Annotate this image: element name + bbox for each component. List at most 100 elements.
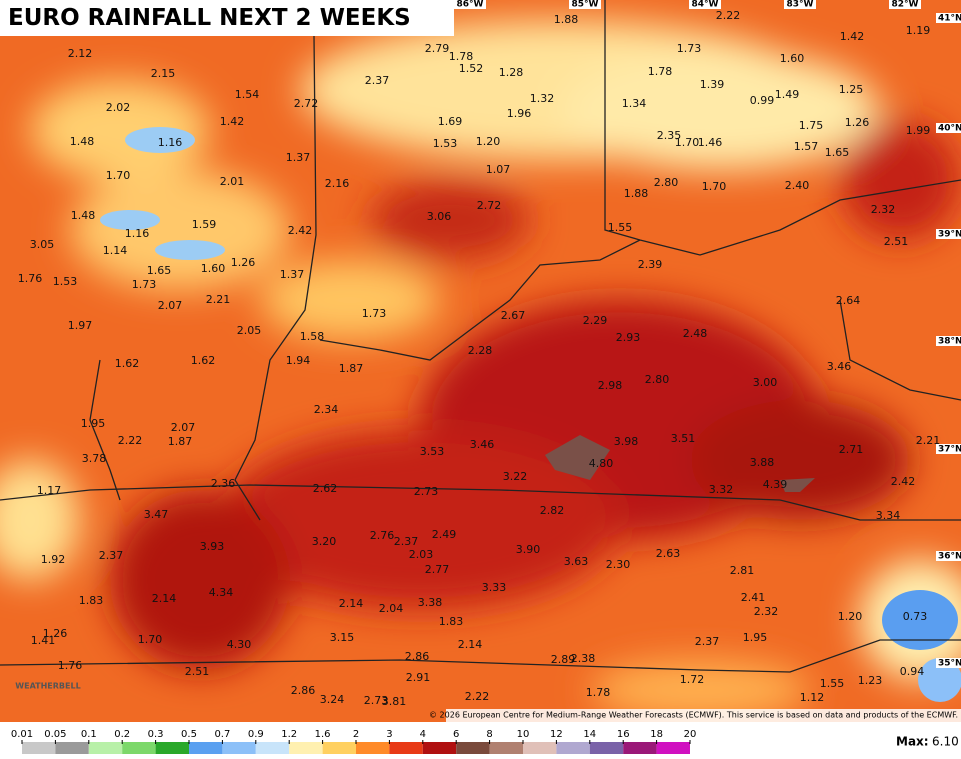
rain-label: 1.99 xyxy=(906,124,931,137)
rain-label: 1.28 xyxy=(499,66,524,79)
rain-label: 2.15 xyxy=(151,67,176,80)
longitude-label: 82°W xyxy=(892,0,919,10)
rain-label: 1.73 xyxy=(362,307,387,320)
latitude-label: 38°N xyxy=(938,337,961,347)
rain-label: 2.22 xyxy=(118,434,143,447)
legend-tick-label: 0.1 xyxy=(81,729,97,740)
rain-label: 2.35 xyxy=(657,129,682,142)
rain-label: 1.78 xyxy=(648,65,673,78)
rain-label: 1.78 xyxy=(586,686,611,699)
rain-label: 2.14 xyxy=(339,597,364,610)
rain-label: 1.96 xyxy=(507,107,532,120)
rain-label: 1.37 xyxy=(280,268,305,281)
longitude-label: 83°W xyxy=(787,0,814,10)
rain-label: 1.48 xyxy=(71,209,96,222)
rain-label: 2.49 xyxy=(432,528,457,541)
legend-tick-label: 18 xyxy=(650,729,663,740)
rain-label: 1.69 xyxy=(438,115,463,128)
label-bg xyxy=(689,0,721,9)
rain-label: 2.76 xyxy=(370,529,395,542)
label-bg xyxy=(889,0,921,9)
rain-label: 1.12 xyxy=(800,691,825,704)
rain-label: 1.53 xyxy=(53,275,78,288)
rain-label: 2.32 xyxy=(754,605,779,618)
rain-label: 1.14 xyxy=(103,244,128,257)
rain-label: 3.15 xyxy=(330,631,355,644)
rain-label: 1.95 xyxy=(743,631,768,644)
rain-label: 2.86 xyxy=(405,650,430,663)
legend-tick-label: 0.9 xyxy=(248,729,264,740)
legend-tick-label: 10 xyxy=(517,729,530,740)
map-title: EURO RAINFALL NEXT 2 WEEKS xyxy=(0,0,454,36)
label-bg xyxy=(936,123,961,133)
rain-label: 1.53 xyxy=(433,137,458,150)
legend-tick-label: 1.6 xyxy=(315,729,331,740)
rain-label: 1.62 xyxy=(115,357,140,370)
label-bg xyxy=(936,229,961,239)
label-bg xyxy=(936,13,961,23)
rain-label: 3.51 xyxy=(671,432,696,445)
legend-swatch xyxy=(222,742,256,754)
rain-label: 1.97 xyxy=(68,319,93,332)
rain-label: 1.46 xyxy=(698,136,723,149)
rain-label: 1.57 xyxy=(794,140,819,153)
label-bg xyxy=(454,0,486,9)
rain-label: 1.70 xyxy=(675,136,700,149)
legend-swatch xyxy=(456,742,490,754)
rain-label: 1.88 xyxy=(554,13,579,26)
rain-label: 0.94 xyxy=(900,665,925,678)
rain-label: 1.55 xyxy=(608,221,633,234)
legend-tick-label: 12 xyxy=(550,729,563,740)
label-bg xyxy=(936,444,961,454)
rain-label: 1.26 xyxy=(231,256,256,269)
rain-label: 2.14 xyxy=(152,592,177,605)
legend-swatch xyxy=(289,742,323,754)
rain-label: 1.37 xyxy=(286,151,311,164)
legend-tick-label: 6 xyxy=(453,729,459,740)
rain-label: 1.76 xyxy=(18,272,43,285)
rain-label: 1.07 xyxy=(486,163,511,176)
logo: WEATHERBELL xyxy=(15,682,80,691)
legend-tick-label: 0.05 xyxy=(44,729,66,740)
rain-label: 2.80 xyxy=(654,176,679,189)
rain-label: 2.40 xyxy=(785,179,810,192)
legend-tick-label: 8 xyxy=(486,729,492,740)
rain-label: 1.49 xyxy=(775,88,800,101)
rain-label: 1.92 xyxy=(41,553,66,566)
latitude-label: 39°N xyxy=(938,230,961,240)
rain-label: 1.94 xyxy=(286,354,311,367)
rain-label: 2.07 xyxy=(158,299,183,312)
legend-swatch xyxy=(656,742,690,754)
rain-label: 2.73 xyxy=(364,694,389,707)
rain-label: 1.39 xyxy=(700,78,725,91)
rain-label: 1.60 xyxy=(780,52,805,65)
rain-label: 3.32 xyxy=(709,483,734,496)
rain-label: 3.06 xyxy=(427,210,452,223)
legend-swatch xyxy=(22,742,56,754)
rain-label: 1.65 xyxy=(825,146,850,159)
rain-label: 1.70 xyxy=(106,169,131,182)
rain-label: 2.21 xyxy=(916,434,941,447)
rain-label: 2.81 xyxy=(730,564,755,577)
rain-label: 1.95 xyxy=(81,417,106,430)
rain-label: 3.53 xyxy=(420,445,445,458)
rain-label: 2.72 xyxy=(294,97,319,110)
label-bg xyxy=(936,336,961,346)
rain-label: 2.01 xyxy=(220,175,245,188)
rain-label: 3.93 xyxy=(200,540,225,553)
legend-swatch xyxy=(322,742,356,754)
legend-tick-label: 20 xyxy=(684,729,697,740)
rain-label: 2.22 xyxy=(465,690,490,703)
rain-label: 0.73 xyxy=(903,610,928,623)
rain-label: 3.33 xyxy=(482,581,507,594)
legend-tick-label: 0.3 xyxy=(148,729,164,740)
rain-label: 1.20 xyxy=(476,135,501,148)
rain-label: 2.67 xyxy=(501,309,526,322)
rain-label: 1.54 xyxy=(235,88,260,101)
rain-label: 3.00 xyxy=(753,376,778,389)
rain-label: 3.05 xyxy=(30,238,55,251)
legend-swatch xyxy=(255,742,290,754)
rain-label: 2.14 xyxy=(458,638,483,651)
rain-label: 3.46 xyxy=(470,438,495,451)
